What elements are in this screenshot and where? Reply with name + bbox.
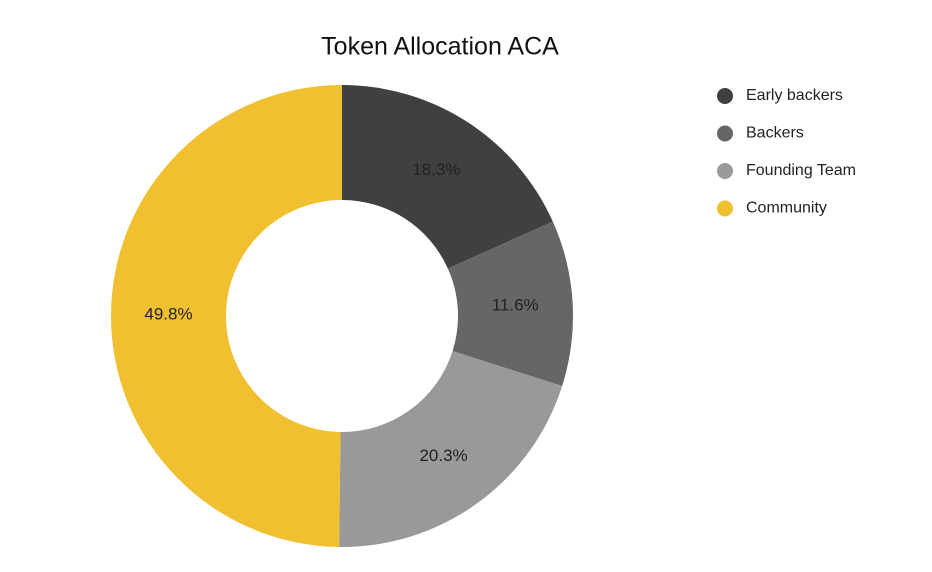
slice — [339, 351, 563, 547]
slice — [342, 85, 553, 269]
legend-swatch — [717, 163, 733, 179]
legend-text: Backers — [746, 125, 804, 142]
slice-label: 18.3% — [412, 160, 460, 179]
legend-swatch — [717, 200, 733, 217]
slice-label: 49.8% — [144, 304, 192, 323]
slice-label: 20.3% — [419, 446, 467, 465]
legend-text: Founding Team — [746, 162, 856, 179]
slice-label: 11.6% — [492, 296, 539, 315]
legend-swatch — [717, 125, 733, 142]
slice — [447, 221, 573, 387]
slice — [111, 85, 342, 547]
chart-title: Token Allocation ACA — [321, 33, 559, 61]
legend-swatch — [717, 88, 733, 104]
legend-text: Community — [746, 200, 827, 217]
legend-text: Early backers — [746, 87, 843, 104]
